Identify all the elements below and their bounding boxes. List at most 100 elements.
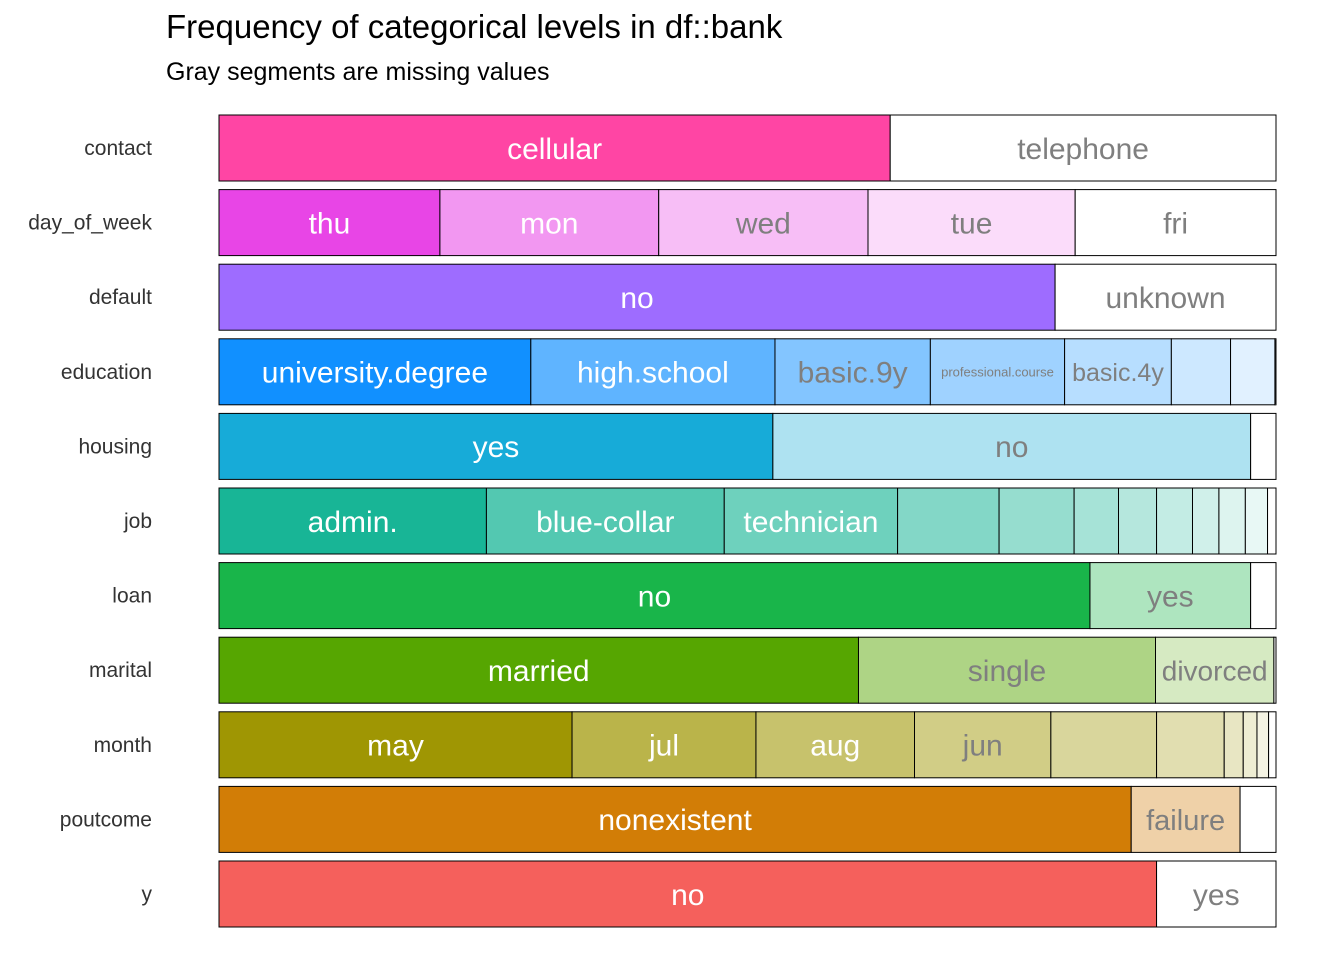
segment-label: yes [1147, 580, 1194, 613]
bar-segment [1256, 711, 1270, 779]
segment-label: technician [743, 506, 878, 539]
segment-label: thu [309, 207, 351, 240]
bar-segment [1268, 711, 1277, 779]
segment-label: professional.course [941, 364, 1054, 379]
segment-label: divorced [1162, 655, 1268, 686]
bar-segment [1191, 487, 1220, 555]
bar-segment [530, 338, 776, 406]
bar-segment [1242, 711, 1258, 779]
segment-label: yes [1193, 879, 1240, 912]
bar-segment [218, 711, 573, 779]
bar-segment [571, 711, 757, 779]
segment-label: basic.9y [798, 357, 908, 390]
bar-segment [1156, 711, 1225, 779]
segment-label: jul [648, 730, 679, 763]
segment-label: jun [962, 730, 1003, 763]
bar-segment [485, 487, 725, 555]
bar-segment [1274, 338, 1277, 406]
row-label: contact [84, 137, 152, 160]
row-label: education [61, 361, 152, 384]
bar-segment [1156, 860, 1277, 928]
bar-segment [439, 189, 660, 257]
bar-segment [1218, 487, 1246, 555]
bar-segment [1244, 487, 1269, 555]
bar-segment [218, 860, 1158, 928]
bar-segment [218, 785, 1132, 853]
row-label: housing [78, 435, 152, 458]
segment-label: no [995, 431, 1028, 464]
bar-segment [1118, 487, 1158, 555]
segment-label: wed [735, 207, 791, 240]
chart-subtitle: Gray segments are missing values [166, 58, 550, 86]
bar-segment [1054, 263, 1277, 331]
segment-label: tue [951, 207, 993, 240]
bar-segment [1130, 785, 1241, 853]
bar-segment [218, 114, 891, 182]
bar-row-loan: loan no yes [112, 562, 1277, 630]
bar-segment [897, 487, 1000, 555]
bar-segment [1156, 487, 1193, 555]
bar-segment [755, 711, 916, 779]
bar-segment [218, 487, 487, 555]
segment-label: admin. [308, 506, 398, 539]
bar-row-marital: marital married single divorced [89, 636, 1277, 704]
bar-segment [1073, 487, 1120, 555]
bar-segment [218, 189, 441, 257]
segment-label: may [367, 730, 424, 763]
row-label: month [94, 734, 152, 757]
segment-label: nonexistent [598, 804, 752, 837]
row-label: job [123, 510, 152, 533]
segment-label: aug [810, 730, 860, 763]
segment-label: yes [473, 431, 520, 464]
bar-segment [1050, 711, 1158, 779]
bar-segment [998, 487, 1075, 555]
bar-segment [1155, 636, 1275, 704]
segment-label: no [638, 580, 671, 613]
bar-segment [1170, 338, 1232, 406]
segment-label: blue-collar [536, 506, 674, 539]
row-label: poutcome [60, 808, 152, 831]
bar-segment [1250, 412, 1277, 480]
bar-segment [914, 711, 1052, 779]
bar-segment [218, 338, 532, 406]
bar-segment [1273, 636, 1277, 704]
bar-segment [218, 263, 1056, 331]
bar-segment [1250, 562, 1277, 630]
segment-label: mon [520, 207, 578, 240]
bar-row-y: y no yes [142, 860, 1277, 928]
bar-segment [1230, 338, 1276, 406]
segment-label: cellular [507, 133, 602, 166]
bar-segment [1267, 487, 1277, 555]
bar-segment [1223, 711, 1244, 779]
segment-label: unknown [1105, 282, 1225, 315]
bar-row-housing: housing yes no [78, 412, 1277, 480]
bar-segment [1064, 338, 1172, 406]
bar-row-default: default no unknown [89, 263, 1277, 331]
row-label: marital [89, 659, 152, 682]
bar-segment [774, 338, 931, 406]
bar-segment [658, 189, 869, 257]
row-label: y [142, 883, 153, 906]
segment-label: telephone [1017, 133, 1149, 166]
bar-row-contact: contact cellular telephone [84, 114, 1277, 182]
segment-label: high.school [577, 357, 729, 390]
segment-label: failure [1146, 805, 1225, 837]
bar-segment [889, 114, 1277, 182]
row-label: default [89, 286, 152, 309]
bar-row-poutcome: poutcome nonexistent failure [60, 785, 1277, 853]
bar-segment [929, 338, 1066, 406]
segment-label: basic.4y [1072, 359, 1164, 387]
bar-segment [867, 189, 1076, 257]
bar-segment [218, 562, 1091, 630]
segment-label: no [620, 282, 653, 315]
bar-row-month: month may jul aug jun [94, 711, 1277, 779]
segment-label: single [968, 655, 1046, 688]
row-label: loan [112, 585, 152, 608]
segment-label: married [488, 655, 590, 688]
bar-row-job: job admin. blue-collar technician [123, 487, 1277, 555]
bar-segment [1074, 189, 1277, 257]
bar-row-day_of_week: day_of_week thu mon wed tue fri [28, 189, 1277, 257]
chart-title: Frequency of categorical levels in df::b… [166, 8, 783, 45]
segment-label: university.degree [262, 357, 488, 390]
